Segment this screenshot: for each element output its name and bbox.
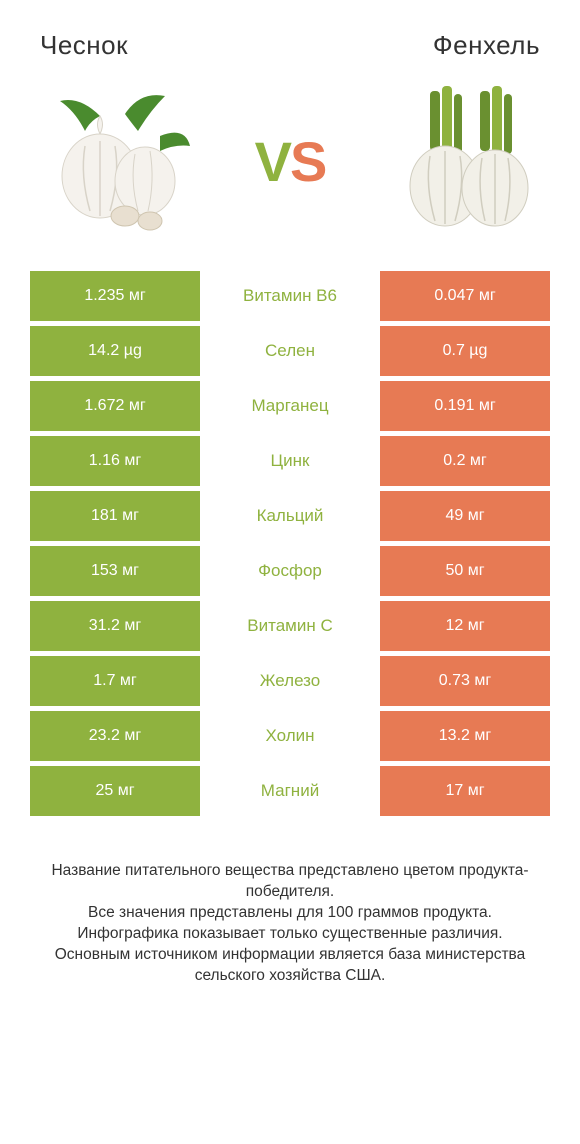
table-row: 23.2 мгХолин13.2 мг — [30, 711, 550, 761]
table-row: 1.235 мгВитамин B60.047 мг — [30, 271, 550, 321]
nutrient-label: Витамин C — [200, 601, 380, 651]
right-value: 17 мг — [380, 766, 550, 816]
footnote: Название питательного вещества представл… — [0, 821, 580, 1007]
table-row: 181 мгКальций49 мг — [30, 491, 550, 541]
right-food-title: Фенхель — [433, 30, 540, 61]
right-value: 0.191 мг — [380, 381, 550, 431]
nutrient-label: Цинк — [200, 436, 380, 486]
header: Чеснок Фенхель — [0, 0, 580, 71]
nutrient-label: Фосфор — [200, 546, 380, 596]
left-value: 1.672 мг — [30, 381, 200, 431]
left-value: 31.2 мг — [30, 601, 200, 651]
right-value: 13.2 мг — [380, 711, 550, 761]
table-row: 1.7 мгЖелезо0.73 мг — [30, 656, 550, 706]
vs-s: S — [290, 130, 325, 193]
footnote-line: Основным источником информации является … — [30, 945, 550, 987]
right-value: 49 мг — [380, 491, 550, 541]
table-row: 153 мгФосфор50 мг — [30, 546, 550, 596]
table-row: 31.2 мгВитамин C12 мг — [30, 601, 550, 651]
left-value: 153 мг — [30, 546, 200, 596]
left-food-title: Чеснок — [40, 30, 128, 61]
garlic-image — [30, 76, 200, 246]
table-row: 1.16 мгЦинк0.2 мг — [30, 436, 550, 486]
nutrient-label: Магний — [200, 766, 380, 816]
nutrient-label: Селен — [200, 326, 380, 376]
right-value: 12 мг — [380, 601, 550, 651]
nutrient-label: Витамин B6 — [200, 271, 380, 321]
nutrient-label: Холин — [200, 711, 380, 761]
vs-v: V — [255, 130, 290, 193]
fennel-image — [380, 76, 550, 246]
right-value: 0.7 µg — [380, 326, 550, 376]
table-row: 25 мгМагний17 мг — [30, 766, 550, 816]
right-value: 0.047 мг — [380, 271, 550, 321]
nutrient-label: Марганец — [200, 381, 380, 431]
table-row: 1.672 мгМарганец0.191 мг — [30, 381, 550, 431]
left-value: 1.235 мг — [30, 271, 200, 321]
vs-label: VS — [255, 129, 326, 194]
left-value: 1.7 мг — [30, 656, 200, 706]
left-value: 14.2 µg — [30, 326, 200, 376]
footnote-line: Все значения представлены для 100 граммо… — [30, 903, 550, 924]
footnote-line: Название питательного вещества представл… — [30, 861, 550, 903]
comparison-table: 1.235 мгВитамин B60.047 мг14.2 µgСелен0.… — [0, 271, 580, 816]
footnote-line: Инфографика показывает только существенн… — [30, 924, 550, 945]
nutrient-label: Железо — [200, 656, 380, 706]
nutrient-label: Кальций — [200, 491, 380, 541]
images-row: VS — [0, 71, 580, 271]
right-value: 0.2 мг — [380, 436, 550, 486]
right-value: 0.73 мг — [380, 656, 550, 706]
left-value: 23.2 мг — [30, 711, 200, 761]
right-value: 50 мг — [380, 546, 550, 596]
left-value: 25 мг — [30, 766, 200, 816]
left-value: 1.16 мг — [30, 436, 200, 486]
left-value: 181 мг — [30, 491, 200, 541]
table-row: 14.2 µgСелен0.7 µg — [30, 326, 550, 376]
